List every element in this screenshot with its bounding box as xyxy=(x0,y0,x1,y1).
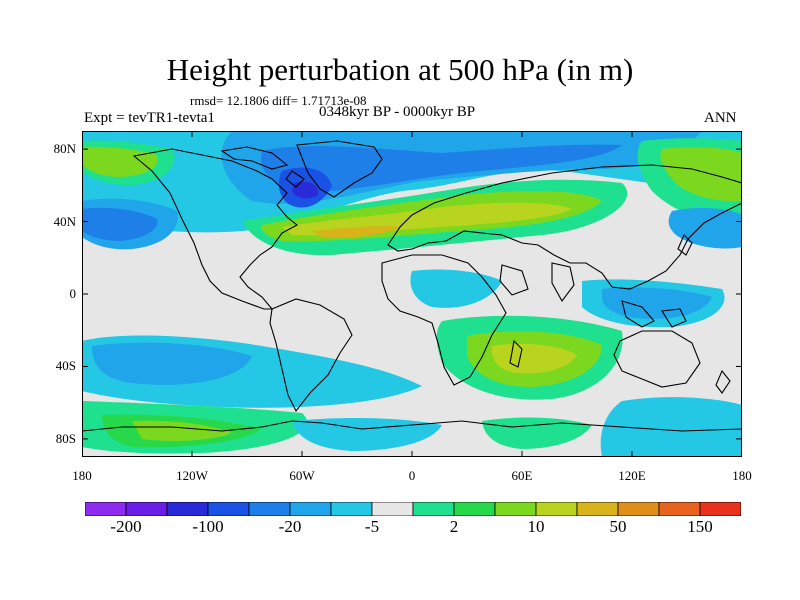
colorbar-label: -5 xyxy=(364,517,380,536)
positive-atlantic-core xyxy=(312,226,402,238)
colorbar-label: 50 xyxy=(609,517,627,536)
coast-arctic-islands xyxy=(220,146,305,188)
positive-northwest-pacific-core xyxy=(82,146,158,177)
coast-south-america xyxy=(269,298,353,413)
lon-tick-label: 60E xyxy=(511,468,533,483)
coast-new-zealand xyxy=(715,369,731,394)
negative-greenland-core xyxy=(292,181,319,199)
negative-north-pacific-core xyxy=(82,207,158,241)
axis-ticks xyxy=(82,131,742,457)
lat-tick-label: 80S xyxy=(55,430,76,446)
lon-tick-label: 120W xyxy=(176,468,208,483)
period-label: 0348kyr BP - 0000kyr BP xyxy=(319,104,476,120)
positive-midlatitude-core xyxy=(282,202,572,236)
lon-tick-label: 120E xyxy=(618,468,646,483)
lon-tick-label: 180 xyxy=(732,468,752,483)
colorbar-label: -20 xyxy=(278,517,302,536)
colorbar-swatch xyxy=(330,502,373,516)
stats-text: rmsd= 12.1806 diff= 1.71713e-08 xyxy=(190,93,367,108)
colorbar-swatch xyxy=(207,502,250,516)
positive-south-indian-core xyxy=(491,343,577,374)
coast-se-asia xyxy=(621,300,687,328)
coast-japan xyxy=(677,234,693,256)
positive-northeast-pacific-core xyxy=(660,147,742,202)
coast-north-america xyxy=(132,148,298,310)
coast-africa xyxy=(381,254,507,386)
colorbar-swatch xyxy=(248,502,291,516)
coast-antarctica xyxy=(82,420,742,432)
colorbar-label: -200 xyxy=(110,517,142,536)
lat-tick-label: 0 xyxy=(69,286,77,301)
coastlines xyxy=(82,140,742,432)
lat-tick-label: 40S xyxy=(55,358,76,374)
colorbar-swatch xyxy=(166,502,209,516)
negative-south-pacific xyxy=(92,342,252,385)
coast-arabia-india xyxy=(499,262,575,303)
colorbar-swatch xyxy=(453,502,496,516)
positive-south-pacific-core xyxy=(132,420,232,441)
colorbar-swatch xyxy=(85,502,127,516)
negative-antarctic xyxy=(292,417,442,451)
colorbar-swatch xyxy=(535,502,578,516)
colorbar-swatch xyxy=(576,502,619,516)
colorbar-swatch xyxy=(412,502,455,516)
negative-southern-ocean xyxy=(600,397,742,457)
colorbar-swatch xyxy=(125,502,168,516)
negative-indian-ocean-core xyxy=(602,287,712,319)
colorbar-swatch xyxy=(699,502,741,516)
colorbar-swatch xyxy=(289,502,332,516)
colorbar-label: 2 xyxy=(449,517,459,536)
colorbar-swatch xyxy=(658,502,701,516)
lon-tick-label: 180 xyxy=(72,468,92,483)
coast-australia xyxy=(613,330,701,388)
negative-south-atlantic xyxy=(410,269,502,308)
contour-map xyxy=(82,131,742,457)
colorbar xyxy=(85,502,741,516)
coast-madagascar xyxy=(509,339,523,368)
season-label: ANN xyxy=(704,110,737,126)
lon-tick-label: 0 xyxy=(408,468,416,483)
lat-tick-label: 40N xyxy=(53,213,76,229)
colorbar-swatch xyxy=(371,502,414,516)
lat-tick-label: 80N xyxy=(53,141,76,157)
colorbar-swatch xyxy=(494,502,537,516)
positive-antarctic xyxy=(482,417,592,449)
colorbar-label: 150 xyxy=(687,517,713,536)
coast-eurasia xyxy=(387,164,742,290)
experiment-label: Expt = tevTR1-tevta1 xyxy=(84,110,215,126)
coast-greenland xyxy=(296,140,383,198)
map-title: Height perturbation at 500 hPa (in m) xyxy=(166,52,634,87)
colorbar-swatch xyxy=(617,502,660,516)
colorbar-label: -100 xyxy=(192,517,224,536)
negative-arctic-inner xyxy=(261,144,622,193)
colorbar-label: 10 xyxy=(527,517,545,536)
lon-tick-label: 60W xyxy=(289,468,315,483)
